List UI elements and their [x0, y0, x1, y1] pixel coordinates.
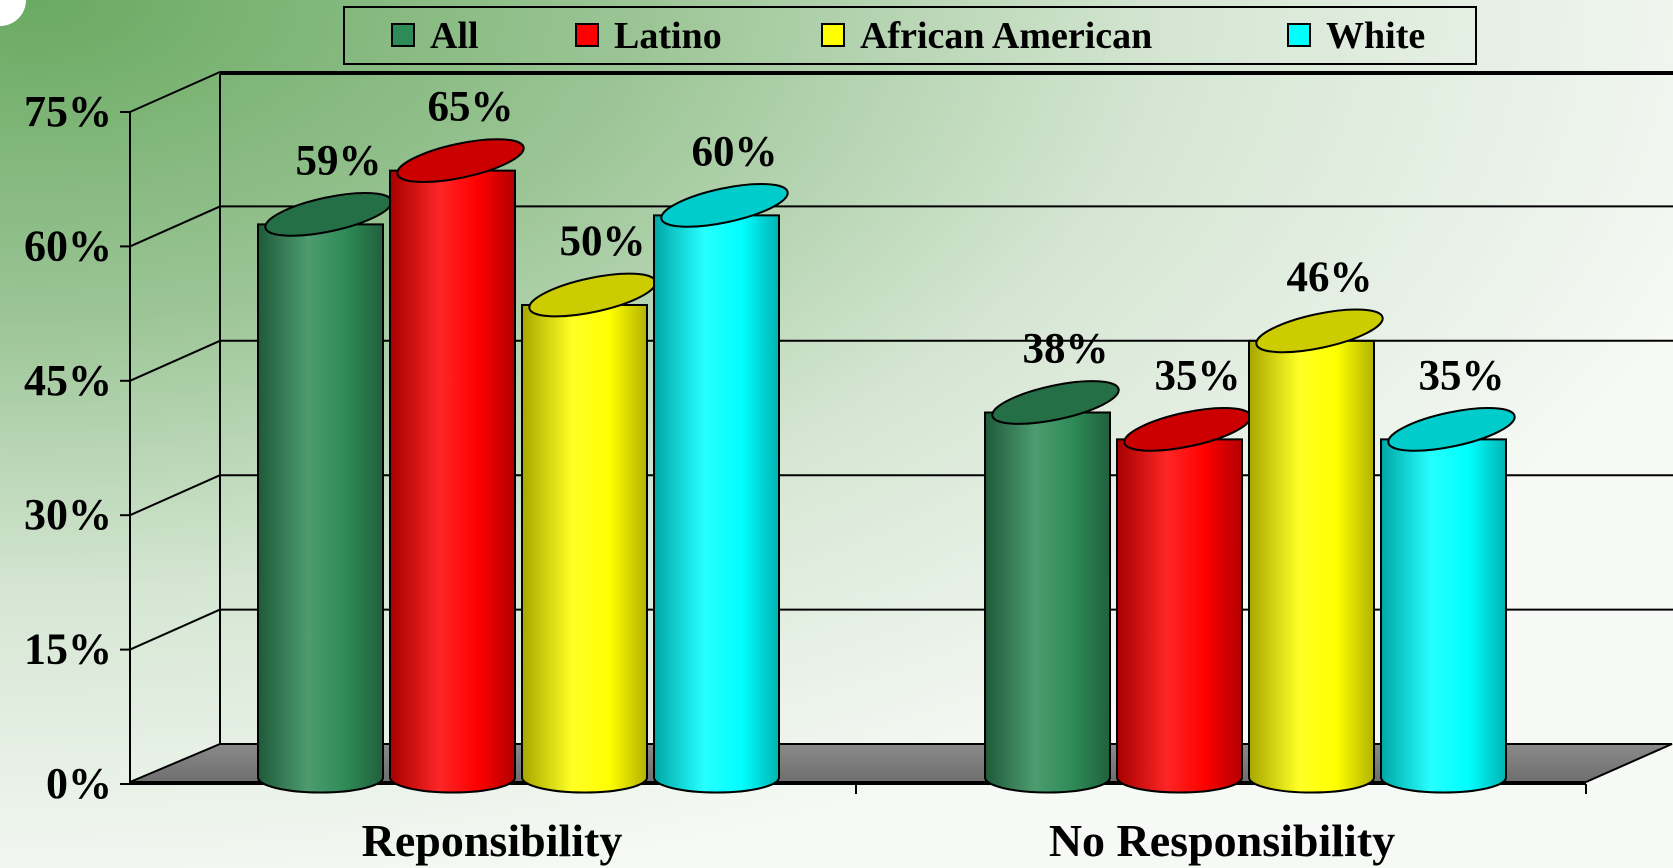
legend-label: All	[430, 15, 479, 57]
bar-latino-0	[389, 138, 525, 794]
legend-swatch	[821, 23, 845, 47]
bars	[257, 138, 1516, 794]
legend-item-all: All	[391, 15, 479, 57]
y-tick-label: 60%	[24, 221, 112, 270]
bar-body	[1380, 438, 1507, 794]
x-axis-categories: Reponsibility No Responsibility	[362, 815, 1396, 866]
legend-swatch	[1287, 23, 1311, 47]
bar-all-1	[984, 380, 1120, 794]
bar-top	[1387, 407, 1516, 452]
bar-body	[257, 223, 384, 794]
bar-body	[1116, 438, 1243, 794]
legend-swatch	[391, 23, 415, 47]
data-label: 65%	[428, 84, 514, 131]
bar-top	[991, 380, 1120, 425]
data-label: 38%	[1023, 326, 1109, 373]
bar-all-0	[257, 191, 393, 794]
bar-body	[521, 304, 648, 794]
data-labels: 59% 65% 50% 60% 38% 35% 46% 35%	[296, 84, 1505, 400]
bar-top	[396, 138, 525, 183]
data-label: 35%	[1155, 352, 1241, 399]
y-axis-ticks: 0% 15% 30% 45% 60% 75%	[24, 87, 130, 808]
legend-item-african-american: African American	[821, 15, 1152, 57]
y-tick-label: 0%	[46, 759, 112, 808]
bar-body	[1248, 339, 1375, 794]
legend: All Latino African American White	[343, 6, 1477, 65]
gridline-diagonal	[129, 205, 221, 248]
x-category-label: Reponsibility	[362, 815, 623, 866]
y-tick-label: 15%	[24, 625, 112, 674]
bar-top	[1255, 308, 1384, 354]
bar-white-1	[1380, 407, 1516, 794]
bar-african-american-0	[521, 272, 657, 794]
data-label: 46%	[1287, 254, 1373, 301]
legend-label: White	[1326, 15, 1425, 57]
legend-item-white: White	[1287, 15, 1425, 57]
legend-label: African American	[860, 15, 1152, 57]
data-label: 35%	[1419, 352, 1505, 399]
gridline-diagonal	[129, 71, 221, 113]
data-label: 60%	[692, 128, 778, 175]
bar-latino-1	[1116, 407, 1252, 794]
bar-top	[660, 183, 789, 228]
x-category-label: No Responsibility	[1049, 815, 1395, 866]
bar-african-american-1	[1248, 308, 1384, 794]
legend-swatch	[575, 23, 599, 47]
gridline-diagonal	[129, 608, 221, 651]
y-tick-label: 75%	[24, 87, 112, 136]
data-label: 50%	[560, 218, 646, 265]
legend-item-latino: Latino	[575, 15, 722, 57]
y-tick-label: 45%	[24, 356, 112, 405]
data-label: 59%	[296, 137, 382, 184]
bar-body	[389, 169, 516, 794]
gridline-diagonal	[129, 339, 221, 382]
legend-box	[343, 6, 1477, 65]
bar-body	[984, 411, 1111, 794]
bar-body	[653, 214, 780, 794]
legend-label: Latino	[614, 15, 722, 57]
gridline-diagonal	[129, 474, 221, 517]
corner-circle-decoration	[0, 0, 26, 26]
bar-white-0	[653, 183, 789, 794]
y-tick-label: 30%	[24, 490, 112, 539]
